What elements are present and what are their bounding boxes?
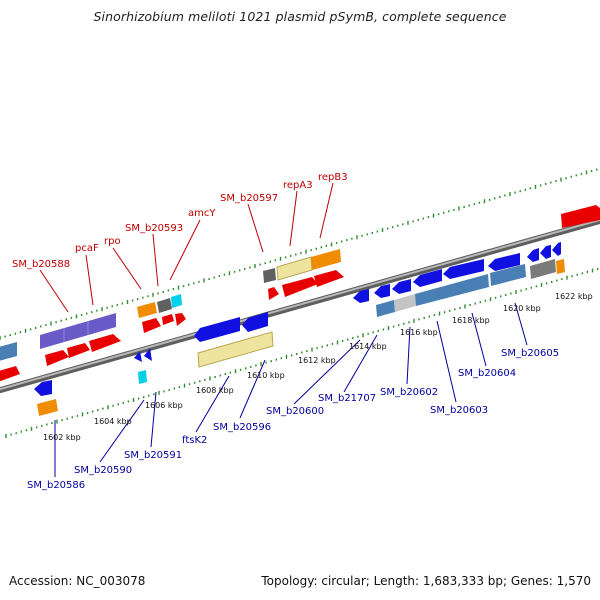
gene-block-steel (490, 264, 526, 286)
gene-arrow (552, 242, 561, 256)
gene-label[interactable]: SM_b20597 (220, 193, 278, 204)
gene-label[interactable]: SM_b20602 (380, 387, 438, 398)
label-connectors-bottom (54, 302, 528, 477)
gene-labels-bottom: SM_b20586 SM_b20590 SM_b20591 ftsK2 SM_b… (27, 348, 559, 491)
tick-label: 1612 kbp (298, 356, 336, 365)
gene-label[interactable]: repA3 (283, 180, 313, 191)
gene-block-gray (530, 259, 556, 279)
cds-arrow (45, 350, 69, 366)
accession-text: Accession: NC_003078 (9, 574, 146, 588)
cds-arrow (268, 287, 279, 300)
gene-label[interactable]: repB3 (318, 172, 348, 183)
gene-block-yellow (197, 331, 274, 368)
tick-label: 1610 kbp (247, 371, 285, 380)
gene-block-yellow (276, 256, 313, 281)
cds-arrow (314, 270, 344, 287)
gene-arrow (540, 245, 551, 259)
gene-block-gray (157, 298, 172, 313)
gene-label[interactable]: SM_b20588 (12, 259, 70, 270)
gene-label[interactable]: SM_b20586 (27, 480, 85, 491)
gene-block-orange (556, 259, 565, 274)
gene-block-orange (311, 249, 341, 270)
gene-arrow (413, 269, 442, 287)
gene-label[interactable]: pcaF (75, 243, 99, 254)
gene-label[interactable]: SM_b20593 (125, 223, 183, 234)
tick-label: 1622 kbp (555, 292, 593, 301)
gene-label[interactable]: amcY (188, 208, 216, 219)
tick-label: 1620 kbp (503, 304, 541, 313)
gene-label[interactable]: SM_b21707 (318, 393, 376, 404)
gene-arrow (488, 253, 520, 271)
gene-arrow (392, 279, 411, 294)
gene-block-steel (376, 300, 395, 317)
cds-arrow (162, 314, 174, 325)
gene-block-cyan (171, 294, 182, 308)
topology-summary: Topology: circular; Length: 1,683,333 bp… (261, 574, 591, 588)
tick-label: 1618 kbp (452, 316, 490, 325)
tick-label: 1602 kbp (43, 433, 81, 442)
tick-label: 1614 kbp (349, 342, 387, 351)
tick-row-top (0, 168, 598, 340)
gene-block-orange (137, 302, 157, 318)
cds-arrow (282, 277, 318, 297)
cds-arrow (142, 318, 161, 333)
label-connectors-top (39, 182, 334, 313)
map-title: Sinorhizobium meliloti 1021 plasmid pSym… (93, 9, 507, 24)
tick-label: 1608 kbp (196, 386, 234, 395)
gene-block-steel (415, 274, 489, 306)
cds-arrow (0, 366, 20, 382)
cds-arrow (175, 313, 186, 326)
gene-arrow (353, 289, 369, 303)
gene-label[interactable]: SM_b20590 (74, 465, 132, 476)
gene-arrow (374, 284, 390, 298)
gene-block-silver (394, 294, 416, 312)
gene-block-purple (40, 313, 116, 349)
gene-block-gray (263, 268, 276, 283)
gene-block-cyan (138, 370, 147, 384)
tick-label: 1616 kbp (400, 328, 438, 337)
gene-arrow (242, 312, 268, 332)
tick-label: 1604 kbp (94, 417, 132, 426)
gene-label[interactable]: ftsK2 (182, 435, 207, 446)
tick-row-bottom (5, 268, 599, 438)
backbone (0, 217, 600, 394)
gene-label[interactable]: SM_b20600 (266, 406, 324, 417)
gene-arrow (527, 248, 539, 262)
cds-arrow (67, 343, 90, 358)
gene-arrow (443, 259, 484, 279)
tick-labels: 1602 kbp 1604 kbp 1606 kbp 1608 kbp 1610… (43, 292, 593, 442)
gene-block-orange (37, 399, 58, 416)
gene-arrow (144, 348, 152, 361)
gene-arrow (134, 351, 142, 362)
cds-arrow (89, 334, 121, 352)
gene-label[interactable]: SM_b20596 (213, 422, 271, 433)
gene-labels-top: SM_b20588 pcaF rpo SM_b20593 amcY SM_b20… (12, 172, 348, 270)
tick-label: 1606 kbp (145, 401, 183, 410)
gene-block-steel (0, 342, 17, 361)
gene-arrow (194, 317, 240, 342)
gene-label[interactable]: rpo (104, 236, 121, 247)
gene-label[interactable]: SM_b20605 (501, 348, 559, 359)
gene-label[interactable]: SM_b20591 (124, 450, 182, 461)
gene-label[interactable]: SM_b20603 (430, 405, 488, 416)
cds-arrow (561, 205, 600, 228)
feature-track (0, 205, 600, 416)
gene-arrow (34, 380, 52, 396)
gene-label[interactable]: SM_b20604 (458, 368, 516, 379)
